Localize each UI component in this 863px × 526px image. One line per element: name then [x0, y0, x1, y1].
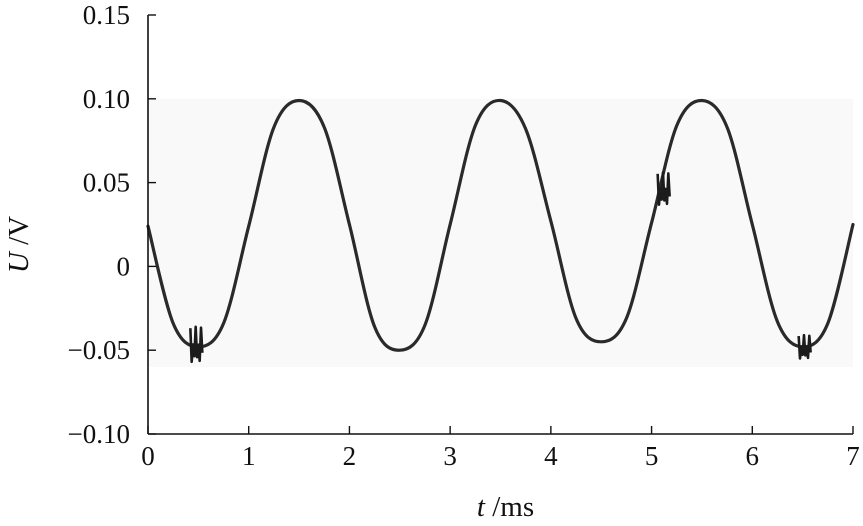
- y-tick-label: 0: [117, 251, 131, 281]
- x-tick-label: 3: [443, 441, 457, 471]
- y-tick-label: −0.10: [68, 419, 130, 449]
- x-axis-unit: /ms: [485, 491, 534, 521]
- noise-burst: [656, 171, 671, 206]
- x-tick-label: 5: [645, 441, 659, 471]
- x-tick-label: 4: [544, 441, 558, 471]
- x-tick-label: 7: [846, 441, 860, 471]
- y-tick-label: 0.15: [83, 0, 130, 30]
- y-axis-variable: U: [3, 250, 35, 273]
- axes-layer: [147, 15, 853, 435]
- data-series-line: [146, 98, 855, 352]
- x-tick-label: 2: [343, 441, 357, 471]
- noise-burst: [189, 325, 204, 364]
- x-axis-variable: t: [477, 491, 486, 521]
- y-axis-label: U /V: [3, 216, 35, 273]
- x-tick-label: 6: [746, 441, 760, 471]
- x-tick-label: 1: [242, 441, 256, 471]
- x-tick-label: 0: [141, 441, 155, 471]
- y-tick-label: 0.10: [83, 84, 130, 114]
- series-layer: [146, 98, 855, 364]
- x-axis-ticks: 0 1 2 3 4 5 6 7: [141, 426, 860, 471]
- y-axis-unit: /V: [3, 216, 35, 252]
- y-axis-ticks: −0.10 −0.05 0 0.05 0.10 0.15: [68, 0, 156, 449]
- y-tick-label: 0.05: [83, 168, 130, 198]
- x-axis-label: t /ms: [477, 491, 534, 521]
- y-tick-label: −0.05: [68, 335, 130, 365]
- noise-burst: [797, 333, 812, 360]
- plot-background: [149, 98, 853, 367]
